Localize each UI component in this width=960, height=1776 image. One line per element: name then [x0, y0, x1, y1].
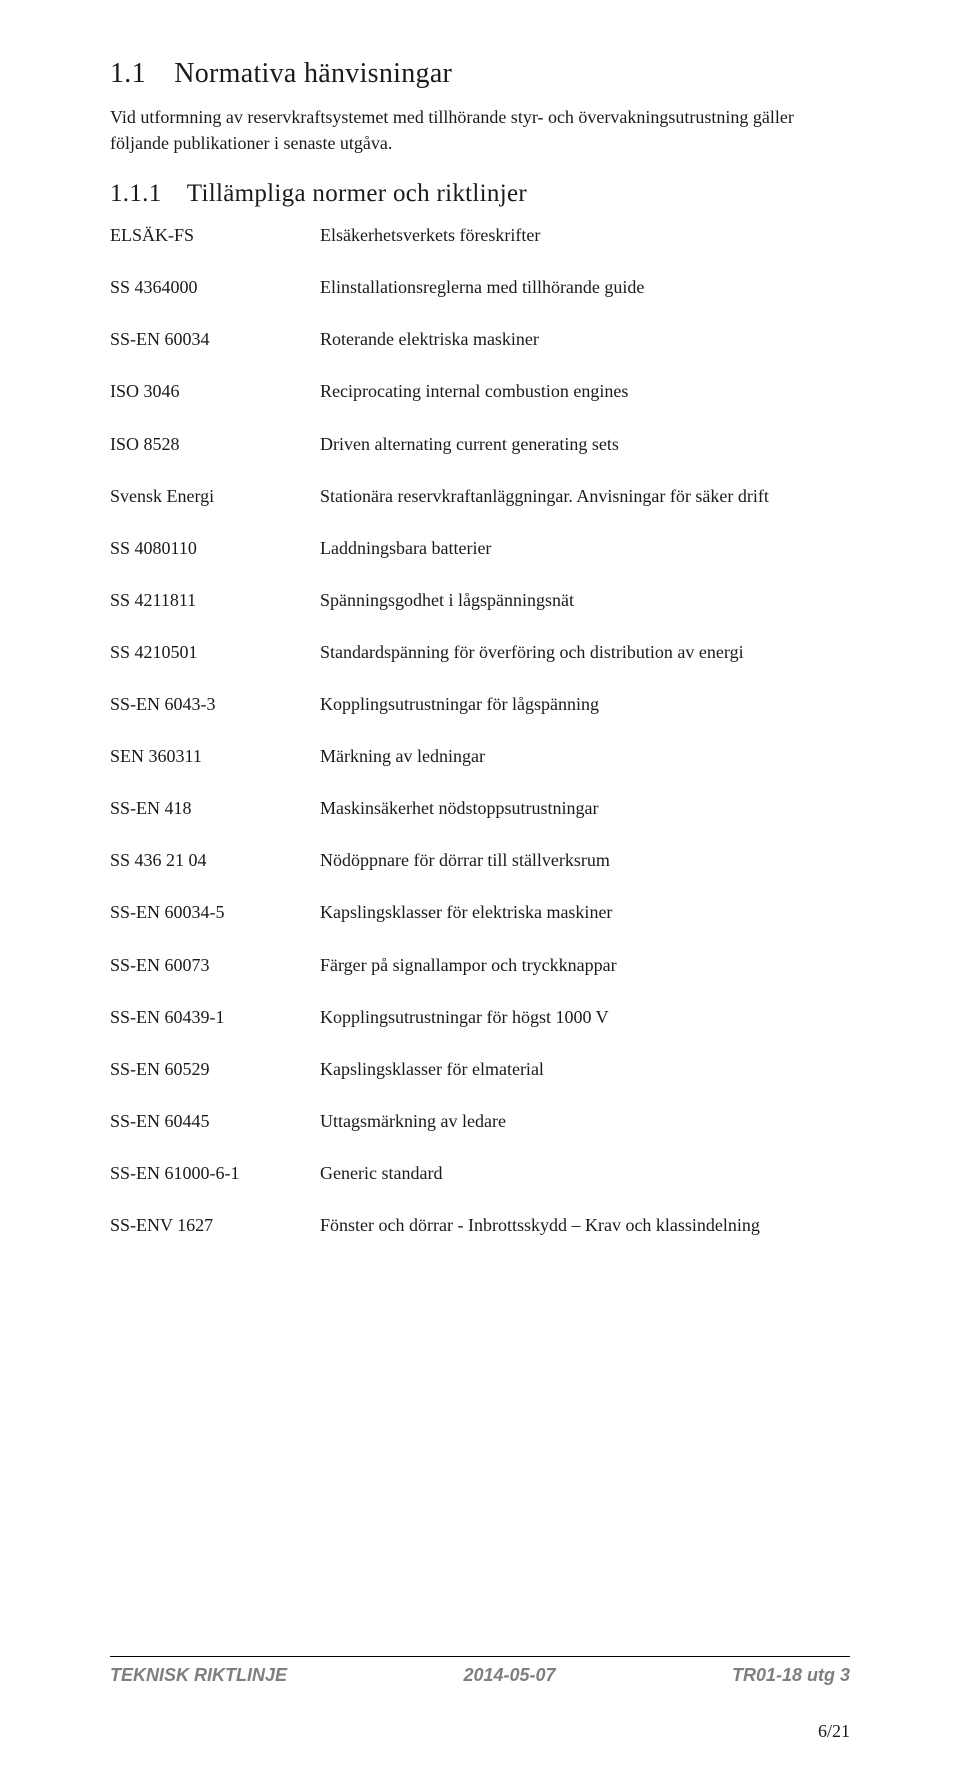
reference-description: Kapslingsklasser för elektriska maskiner: [320, 899, 850, 925]
reference-description: Stationära reservkraftanläggningar. Anvi…: [320, 483, 850, 509]
reference-row: ISO 3046Reciprocating internal combustio…: [110, 378, 850, 404]
reference-row: SS 4080110Laddningsbara batterier: [110, 535, 850, 561]
reference-description: Elsäkerhetsverkets föreskrifter: [320, 222, 850, 248]
reference-description: Kopplingsutrustningar för högst 1000 V: [320, 1004, 850, 1030]
reference-code: ISO 3046: [110, 378, 320, 404]
reference-row: SS-ENV 1627Fönster och dörrar - Inbrotts…: [110, 1212, 850, 1238]
reference-description: Generic standard: [320, 1160, 850, 1186]
reference-code: SS 4210501: [110, 639, 320, 665]
footer-center: 2014-05-07: [463, 1665, 555, 1686]
reference-description: Reciprocating internal combustion engine…: [320, 378, 850, 404]
reference-description: Spänningsgodhet i lågspänningsnät: [320, 587, 850, 613]
reference-code: Svensk Energi: [110, 483, 320, 509]
reference-row: SEN 360311Märkning av ledningar: [110, 743, 850, 769]
reference-row: SS-EN 418Maskinsäkerhet nödstoppsutrustn…: [110, 795, 850, 821]
reference-row: SS 4211811Spänningsgodhet i lågspännings…: [110, 587, 850, 613]
reference-row: SS-EN 60034Roterande elektriska maskiner: [110, 326, 850, 352]
footer-left: TEKNISK RIKTLINJE: [110, 1665, 287, 1686]
reference-code: SS-EN 60073: [110, 952, 320, 978]
reference-code: SS-EN 418: [110, 795, 320, 821]
reference-description: Maskinsäkerhet nödstoppsutrustningar: [320, 795, 850, 821]
reference-code: SS 436 21 04: [110, 847, 320, 873]
reference-code: SS-EN 6043-3: [110, 691, 320, 717]
reference-code: ISO 8528: [110, 431, 320, 457]
reference-code: SS-EN 60439-1: [110, 1004, 320, 1030]
reference-row: Svensk EnergiStationära reservkraftanläg…: [110, 483, 850, 509]
reference-description: Märkning av ledningar: [320, 743, 850, 769]
reference-row: SS-EN 61000-6-1Generic standard: [110, 1160, 850, 1186]
page-content: 1.1 Normativa hänvisningar Vid utformnin…: [0, 0, 960, 1238]
reference-description: Elinstallationsreglerna med tillhörande …: [320, 274, 850, 300]
reference-description: Färger på signallampor och tryckknappar: [320, 952, 850, 978]
reference-row: SS-EN 60073Färger på signallampor och tr…: [110, 952, 850, 978]
page-footer: TEKNISK RIKTLINJE 2014-05-07 TR01-18 utg…: [110, 1656, 850, 1686]
reference-description: Roterande elektriska maskiner: [320, 326, 850, 352]
reference-row: SS-EN 60034-5Kapslingsklasser för elektr…: [110, 899, 850, 925]
reference-description: Standardspänning för överföring och dist…: [320, 639, 850, 665]
reference-description: Nödöppnare för dörrar till ställverksrum: [320, 847, 850, 873]
reference-code: ELSÄK-FS: [110, 222, 320, 248]
reference-row: SS-EN 60529Kapslingsklasser för elmateri…: [110, 1056, 850, 1082]
reference-description: Laddningsbara batterier: [320, 535, 850, 561]
reference-row: SS 4210501Standardspänning för överförin…: [110, 639, 850, 665]
reference-description: Kapslingsklasser för elmaterial: [320, 1056, 850, 1082]
reference-row: SS 4364000Elinstallationsreglerna med ti…: [110, 274, 850, 300]
reference-description: Fönster och dörrar - Inbrottsskydd – Kra…: [320, 1212, 850, 1238]
reference-description: Kopplingsutrustningar för lågspänning: [320, 691, 850, 717]
reference-code: SS 4364000: [110, 274, 320, 300]
reference-row: ELSÄK-FSElsäkerhetsverkets föreskrifter: [110, 222, 850, 248]
reference-row: SS-EN 60439-1Kopplingsutrustningar för h…: [110, 1004, 850, 1030]
reference-list: ELSÄK-FSElsäkerhetsverkets föreskrifterS…: [110, 222, 850, 1238]
reference-description: Driven alternating current generating se…: [320, 431, 850, 457]
reference-row: SS 436 21 04Nödöppnare för dörrar till s…: [110, 847, 850, 873]
heading-2: 1.1.1 Tillämpliga normer och riktlinjer: [110, 180, 850, 208]
reference-row: SS-EN 60445Uttagsmärkning av ledare: [110, 1108, 850, 1134]
reference-row: SS-EN 6043-3Kopplingsutrustningar för lå…: [110, 691, 850, 717]
intro-paragraph: Vid utformning av reservkraftsystemet me…: [110, 104, 850, 156]
reference-code: SS-EN 60445: [110, 1108, 320, 1134]
reference-row: ISO 8528Driven alternating current gener…: [110, 431, 850, 457]
reference-code: SS 4080110: [110, 535, 320, 561]
reference-code: SEN 360311: [110, 743, 320, 769]
heading-1: 1.1 Normativa hänvisningar: [110, 58, 850, 90]
footer-right: TR01-18 utg 3: [732, 1665, 850, 1686]
reference-code: SS 4211811: [110, 587, 320, 613]
reference-code: SS-EN 61000-6-1: [110, 1160, 320, 1186]
page-number: 6/21: [818, 1721, 850, 1742]
reference-code: SS-ENV 1627: [110, 1212, 320, 1238]
reference-description: Uttagsmärkning av ledare: [320, 1108, 850, 1134]
reference-code: SS-EN 60529: [110, 1056, 320, 1082]
reference-code: SS-EN 60034-5: [110, 899, 320, 925]
reference-code: SS-EN 60034: [110, 326, 320, 352]
